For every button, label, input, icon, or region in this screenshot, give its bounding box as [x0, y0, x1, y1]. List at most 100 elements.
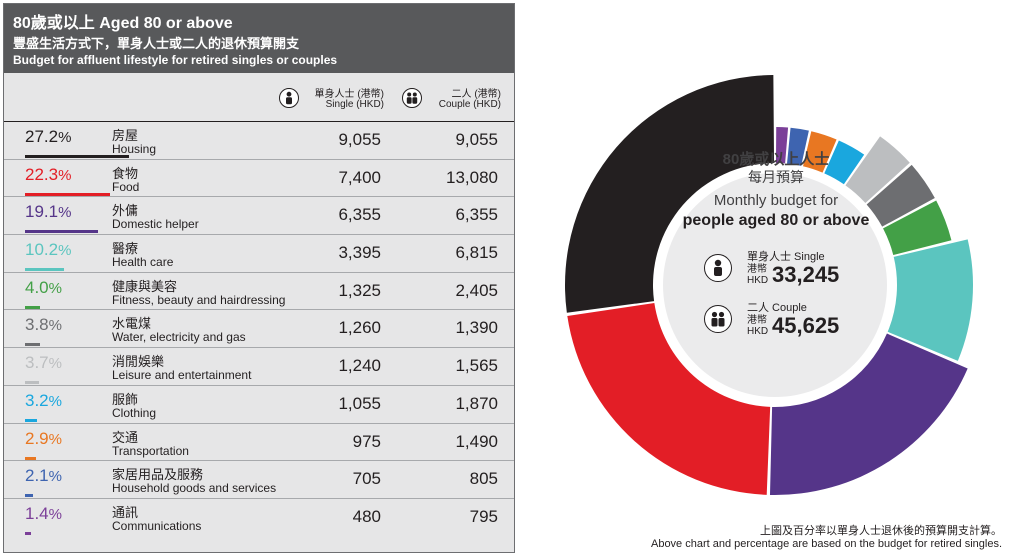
table-row: 22.3% 食物 Food 7,400 13,080	[4, 158, 514, 197]
table-row: 1.4% 通訊 Communications 480 795	[4, 497, 514, 536]
row-percentage-unit: %	[48, 392, 62, 410]
row-couple-value: 1,490	[455, 431, 498, 451]
donut-slice	[770, 333, 968, 496]
table-row: 3.7% 消閒娛樂 Leisure and entertainment 1,240 1,…	[4, 347, 514, 385]
column-single-zh: 單身人士 (港幣)	[314, 89, 384, 100]
row-single-value: 1,260	[338, 318, 381, 338]
row-couple-value: 1,390	[455, 318, 498, 338]
donut-slice	[787, 127, 809, 166]
donut-subtitle-zh: 每月預算	[748, 169, 804, 185]
row-percentage: 2.1%	[25, 466, 62, 486]
donut-slice	[845, 136, 910, 204]
table-row: 10.2% 醫療 Health care 3,395 6,815	[4, 234, 514, 272]
row-category-en: Leisure and entertainment	[112, 368, 252, 383]
row-color-bar	[25, 494, 34, 498]
donut-slice	[775, 127, 789, 164]
budget-table-panel: 80歲或以上 Aged 80 or above 豐盛生活方式下，單身人士或二人的…	[3, 3, 515, 553]
row-single-value: 9,055	[338, 130, 381, 149]
row-color-bar	[25, 343, 40, 347]
row-color-bar	[25, 381, 40, 385]
row-couple-value: 6,355	[455, 205, 498, 225]
row-couple-value: 6,815	[455, 243, 498, 263]
row-percentage-unit: %	[48, 317, 62, 335]
row-percentage-unit: %	[58, 242, 72, 260]
column-header-single: 單身人士 (港幣) Single (HKD)	[279, 84, 384, 116]
row-category-zh: 交通	[112, 429, 139, 445]
row-category-zh: 食物	[112, 165, 139, 181]
column-single-en: Single (HKD)	[325, 99, 384, 110]
row-percentage: 4.0%	[25, 278, 62, 298]
row-category-en: Food	[112, 179, 140, 194]
row-percentage-value: 3.2	[25, 390, 49, 410]
table-subtitle-zh: 豐盛生活方式下，單身人士或二人的退休預算開支	[13, 36, 300, 51]
table-row: 19.1% 外傭 Domestic helper 6,355 6,355	[4, 196, 514, 234]
row-couple-value: 1,870	[455, 393, 498, 413]
row-couple-value: 9,055	[455, 130, 498, 149]
single-person-icon	[279, 88, 299, 108]
donut-slice	[866, 164, 935, 227]
row-color-bar	[25, 305, 41, 309]
row-category-zh: 服飾	[112, 391, 139, 407]
row-category-zh: 健康與美容	[112, 278, 178, 294]
column-couple-en: Couple (HKD)	[438, 99, 501, 110]
row-percentage: 27.2%	[25, 127, 71, 147]
row-color-bar	[25, 155, 129, 158]
table-title: 80歲或以上 Aged 80 or above	[13, 15, 233, 32]
table-row: 3.8% 水電煤 Water, electricity and gas 1,260 1,…	[4, 309, 514, 347]
budget-donut-chart	[565, 75, 973, 496]
row-category-en: Water, electricity and gas	[112, 330, 246, 345]
row-percentage-unit: %	[58, 204, 72, 222]
row-color-bar	[25, 456, 37, 460]
row-percentage-value: 3.7	[25, 353, 49, 373]
donut-slice	[803, 131, 837, 173]
row-percentage-unit: %	[48, 430, 62, 448]
row-couple-value: 1,565	[455, 356, 498, 376]
row-percentage-value: 10.2	[25, 240, 59, 260]
column-couple-zh: 二人 (港幣)	[451, 89, 501, 100]
row-category-zh: 外傭	[112, 203, 139, 219]
couple-icon	[704, 305, 732, 333]
row-percentage: 2.9%	[25, 429, 62, 449]
row-couple-value: 13,080	[446, 167, 498, 187]
row-single-value: 7,400	[338, 167, 381, 187]
row-color-bar	[25, 192, 111, 196]
row-percentage-value: 22.3	[25, 164, 59, 184]
donut-slice	[883, 200, 952, 256]
row-percentage: 1.4%	[25, 504, 62, 524]
row-percentage: 10.2%	[25, 240, 71, 260]
row-percentage-value: 3.8	[25, 315, 49, 335]
donut-slice	[565, 75, 775, 313]
row-color-bar	[25, 418, 38, 422]
column-header-couple: 二人 (港幣) Couple (HKD)	[402, 84, 501, 116]
couple-total-currency: 港幣 HKD	[747, 315, 769, 337]
table-row: 4.0% 健康與美容 Fitness, beauty and hairdressin…	[4, 271, 514, 310]
row-percentage-unit: %	[58, 166, 72, 184]
single-total-label: 單身人士 Single	[747, 251, 825, 263]
row-single-value: 480	[352, 506, 381, 526]
row-couple-value: 795	[469, 506, 498, 526]
row-percentage: 22.3%	[25, 165, 71, 185]
row-percentage: 3.7%	[25, 353, 62, 373]
table-row: 2.9% 交通 Transportation 975 1,490	[4, 422, 514, 461]
single-total-currency: 港幣 HKD	[747, 264, 769, 286]
row-percentage-unit: %	[48, 468, 62, 486]
row-category-en: Fitness, beauty and hairdressing	[112, 292, 286, 307]
row-single-value: 705	[352, 469, 381, 489]
row-single-value: 1,055	[338, 393, 381, 413]
couple-total-value: 45,625	[772, 313, 840, 338]
donut-subtitle-en: people aged 80 or above	[682, 212, 870, 229]
row-percentage-unit: %	[48, 355, 62, 373]
row-couple-value: 805	[469, 469, 498, 489]
row-category-zh: 家居用品及服務	[112, 467, 204, 483]
table-subtitle-en: Budget for affluent lifestyle for retire…	[13, 53, 338, 67]
donut-slice	[887, 239, 973, 361]
row-percentage-value: 1.4	[25, 503, 49, 523]
couple-total-label: 二人 Couple	[747, 302, 807, 314]
row-percentage-unit: %	[58, 129, 72, 146]
row-single-value: 1,240	[338, 356, 381, 376]
donut-slice	[824, 140, 865, 185]
row-single-value: 3,395	[338, 243, 381, 263]
row-category-zh: 醫療	[112, 241, 139, 257]
single-total-value: 33,245	[772, 262, 840, 287]
row-percentage-value: 2.9	[25, 428, 49, 448]
